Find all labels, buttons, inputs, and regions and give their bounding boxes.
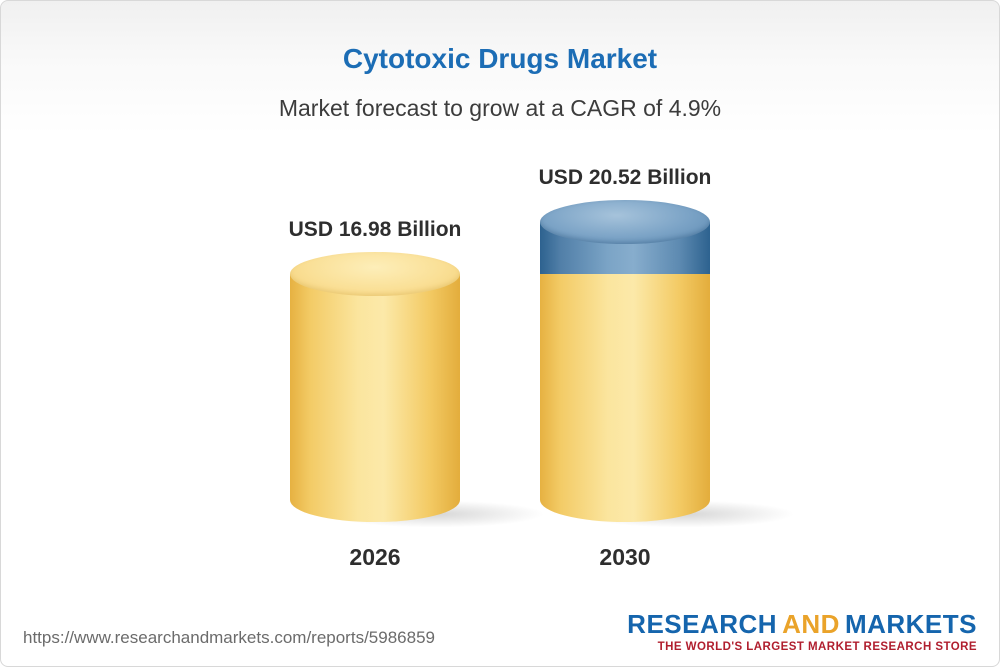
logo-word-research: RESEARCH (627, 608, 778, 639)
logo-wordmark: RESEARCH AND MARKETS (627, 608, 977, 639)
research-and-markets-logo: RESEARCH AND MARKETS THE WORLD'S LARGEST M… (627, 608, 977, 653)
cylinder-2026 (290, 252, 548, 528)
year-label-2030: 2030 (599, 544, 651, 570)
bar-chart: USD 16.98 Billion 2026 USD 20.52 Billion… (1, 141, 999, 571)
header: Cytotoxic Drugs Market Market forecast t… (1, 1, 999, 122)
bar-2030: USD 20.52 Billion 2030 (538, 166, 798, 571)
chart-subtitle: Market forecast to grow at a CAGR of 4.9… (278, 95, 722, 121)
cylinder-2030-body (540, 274, 710, 522)
chart-title: Cytotoxic Drugs Market (342, 43, 658, 74)
logo-word-markets: MARKETS (844, 608, 977, 639)
cylinder-2026-top (290, 252, 460, 297)
cylinder-2030-top (540, 200, 710, 245)
value-label-2030: USD 20.52 Billion (538, 166, 712, 190)
value-label-2026: USD 16.98 Billion (288, 218, 462, 242)
report-url[interactable]: https://www.researchandmarkets.com/repor… (23, 628, 435, 647)
cylinder-2026-body (290, 274, 460, 522)
bar-2026: USD 16.98 Billion 2026 (288, 218, 548, 571)
year-label-2026: 2026 (349, 544, 401, 570)
logo-word-and: AND (782, 608, 840, 639)
cylinder-2030 (540, 200, 798, 528)
logo-tagline: THE WORLD'S LARGEST MARKET RESEARCH STOR… (657, 641, 977, 653)
